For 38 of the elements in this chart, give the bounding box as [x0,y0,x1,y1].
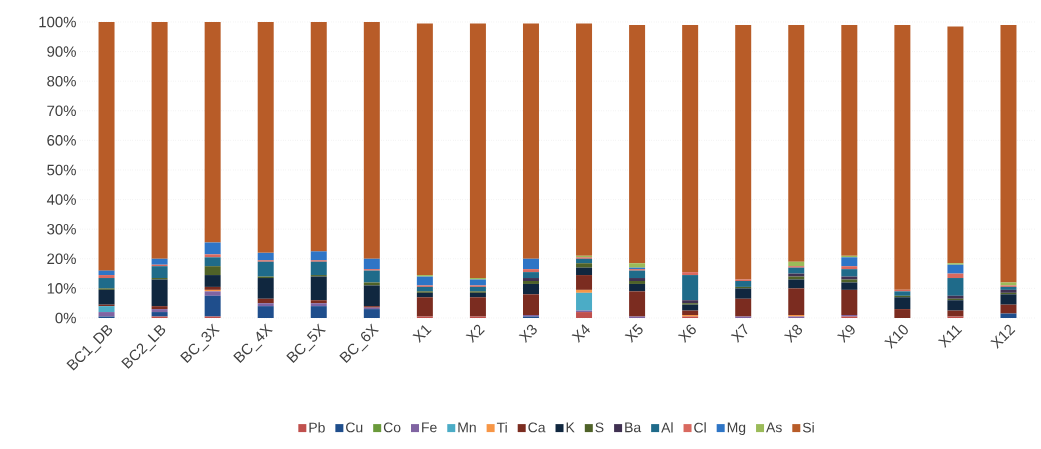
legend-label: Ti [496,422,507,433]
y-tick-label: 40% [46,194,76,205]
x-tick-label: X10 [884,324,908,349]
x-tick-label: X12 [990,324,1016,349]
x-tick-label: X1 [412,325,432,343]
x-tick-label: X5 [624,323,643,343]
legend-label: K [566,422,575,433]
x-tick-label: X8 [783,324,803,344]
x-tick-label: X11 [937,325,963,349]
x-tick-label: X6 [677,324,696,344]
legend-label: Ba [625,422,642,433]
legend-label: Al [661,422,673,433]
x-tick-label: X9 [836,324,855,344]
legend-label: As [766,422,782,433]
y-tick-label: 30% [47,223,76,235]
y-tick-label: 80% [47,75,76,87]
legend-label: Pb [309,422,325,433]
legend-label: Mn [458,422,476,433]
legend-label: Si [802,422,814,433]
legend-label: Mg [727,422,746,436]
legend-label: Fe [422,422,437,433]
x-tick-label: X3 [518,324,537,344]
y-tick-label: 20% [47,253,76,265]
y-tick-label: 90% [47,46,76,57]
legend-label: Cl [694,422,706,433]
x-tick-label: X7 [730,323,748,343]
y-tick-label: 100% [39,16,76,28]
y-tick-label: 50% [47,164,76,176]
y-tick-label: 60% [47,135,76,146]
y-tick-label: 70% [47,105,76,117]
legend-label: S [595,422,604,433]
legend-label: Cu [346,422,363,433]
y-tick-label: 10% [47,283,76,294]
legend-label: Co [383,422,401,433]
x-tick-label: X4 [571,324,590,343]
y-tick-label: 0% [55,312,76,324]
x-tick-label: X2 [465,324,485,344]
legend-label: Ca [528,422,546,433]
